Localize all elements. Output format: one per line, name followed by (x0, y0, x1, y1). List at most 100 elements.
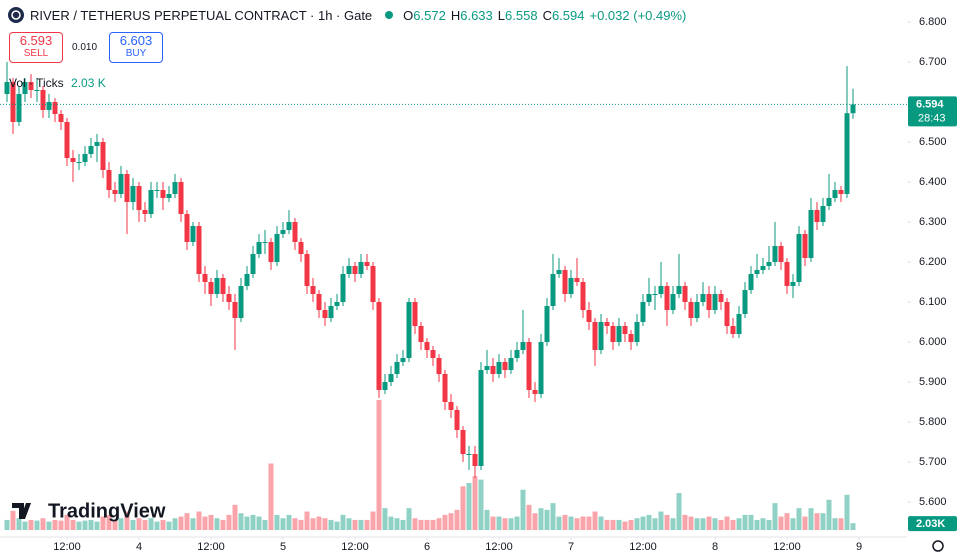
candle-body (442, 374, 448, 402)
volume-tag (908, 516, 957, 532)
candle-body (88, 146, 94, 154)
volume-bar (430, 519, 436, 530)
volume-bar (478, 479, 484, 530)
candle-body (628, 334, 634, 342)
settings-icon[interactable] (932, 540, 944, 552)
candle-body (502, 362, 508, 370)
candle-body (340, 274, 346, 302)
candle-body (376, 302, 382, 390)
y-tick-label: 6.300 (919, 216, 947, 228)
volume-bar (406, 508, 412, 530)
candle-body (328, 306, 334, 318)
candle-body (454, 410, 460, 430)
last-price-label: 6.594 (916, 98, 944, 110)
volume-bar (580, 516, 586, 530)
buy-button[interactable]: 6.603 BUY (109, 32, 163, 63)
candle-body (484, 366, 490, 370)
volume-bar (40, 518, 46, 530)
candle-body (556, 270, 562, 274)
volume-bar (562, 514, 568, 530)
volume-bar (712, 518, 718, 530)
candle-body (238, 286, 244, 318)
volume-bar (436, 518, 442, 530)
candle-body (832, 190, 838, 198)
volume-bar (832, 518, 838, 530)
volume-bar (76, 521, 82, 530)
volume-bar (16, 518, 22, 530)
volume-bar (418, 519, 424, 530)
volume-bar (850, 523, 856, 530)
candle-body (838, 190, 844, 194)
volume-bar (700, 518, 706, 530)
candle-body (640, 302, 646, 322)
x-tick-label: 12:00 (629, 541, 657, 553)
countdown: 28:43 (918, 112, 946, 124)
volume-bar (316, 516, 322, 530)
watermark: TradingView (48, 500, 166, 522)
volume-bar (358, 519, 364, 530)
volume-bar (184, 513, 190, 530)
candle-body (64, 122, 70, 158)
volume-bar (232, 504, 238, 530)
candle-body (850, 104, 856, 114)
volume-bar (262, 519, 268, 530)
candle-body (658, 286, 664, 294)
volume-bar (574, 518, 580, 530)
x-tick-label: 12:00 (197, 541, 225, 553)
candle-body (526, 342, 532, 390)
volume-bar (778, 516, 784, 530)
volume-bar (532, 513, 538, 530)
candle-body (436, 358, 442, 374)
volume-bar (292, 518, 298, 530)
candle-body (214, 278, 220, 294)
candle-body (574, 278, 580, 282)
volume-bar (766, 519, 772, 530)
candle-body (4, 82, 10, 94)
ohlc-value: 6.633 (460, 7, 493, 23)
x-tick-label: 8 (712, 541, 718, 553)
y-tick-label: 6.800 (919, 16, 947, 28)
volume-bar (298, 519, 304, 530)
candle-body (448, 402, 454, 410)
y-tick-label: 6.200 (919, 256, 947, 268)
candle-body (736, 314, 742, 334)
change: +0.032 (+0.49%) (589, 7, 687, 23)
candle-body (472, 454, 478, 466)
volume-bar (286, 514, 292, 530)
x-tick-label: 12:00 (773, 541, 801, 553)
volume-bar (754, 519, 760, 530)
candle-body (478, 370, 484, 466)
volume-bar (616, 519, 622, 530)
y-tick-label: 5.800 (919, 416, 947, 428)
candle-body (490, 366, 496, 374)
volume-bar (64, 514, 70, 530)
ohlc-letter: H (450, 7, 461, 23)
candle-body (352, 266, 358, 274)
plot (4, 62, 856, 530)
volume-bar (760, 518, 766, 530)
sell-button[interactable]: 6.593 SELL (9, 32, 63, 63)
candle-body (298, 242, 304, 254)
volume-bar (394, 518, 400, 530)
candle-body (280, 230, 286, 234)
last-price-tag (908, 96, 957, 127)
volume-bar (160, 519, 166, 530)
candle-body (382, 382, 388, 390)
candle-body (460, 430, 466, 454)
volume-bar (508, 518, 514, 530)
logo (12, 503, 31, 519)
candle-body (112, 190, 118, 194)
candle-body (580, 282, 586, 310)
candle-body (106, 170, 112, 190)
candle-body (784, 262, 790, 286)
candle-body (544, 306, 550, 342)
volume-bar (622, 521, 628, 530)
candle-body (700, 294, 706, 302)
price-axis-bg (907, 0, 964, 560)
volume-bar (88, 519, 94, 530)
volume-bar (784, 513, 790, 530)
x-tick-label: 5 (280, 541, 286, 553)
candle-body (220, 278, 226, 294)
candle-body (388, 374, 394, 382)
symbol-icon (8, 7, 24, 23)
